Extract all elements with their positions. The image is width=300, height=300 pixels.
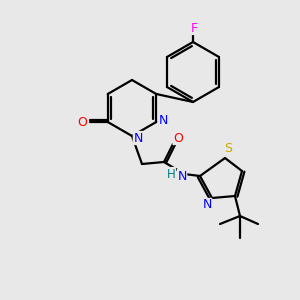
Text: O: O: [77, 116, 87, 128]
Text: S: S: [224, 142, 232, 155]
Text: N: N: [177, 169, 187, 182]
Text: F: F: [190, 22, 198, 34]
Text: N: N: [159, 113, 168, 127]
Text: H: H: [167, 167, 176, 181]
Text: N: N: [202, 199, 212, 212]
Text: N: N: [133, 131, 143, 145]
Text: O: O: [173, 131, 183, 145]
